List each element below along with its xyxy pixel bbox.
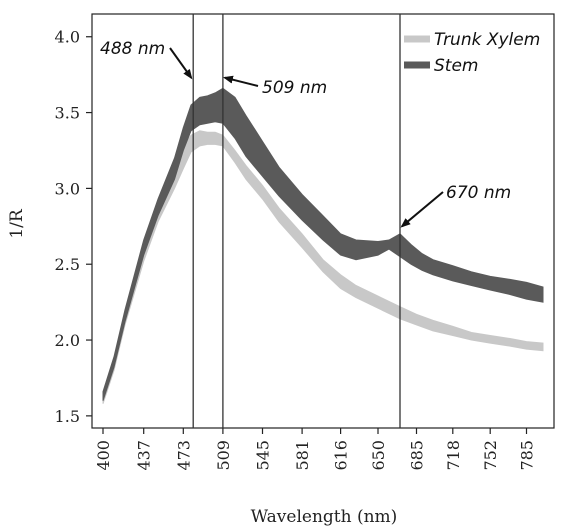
legend-label-stem: Stem: [434, 56, 478, 76]
annotation-arrow-670nm: [400, 191, 444, 228]
y-tick-label: 2.0: [55, 331, 80, 350]
x-tick-label: 437: [135, 440, 154, 471]
x-tick-label: 718: [444, 440, 463, 471]
y-axis-title: 1/R: [7, 208, 27, 239]
x-axis-title: Wavelength (nm): [251, 507, 398, 527]
x-tick-label: 545: [254, 440, 273, 471]
y-tick-label: 3.0: [55, 179, 80, 198]
y-axis: 1.5 2.0 2.5 3.0 3.5 4.0: [55, 28, 92, 426]
legend: Trunk Xylem Stem: [404, 30, 540, 76]
x-tick-label: 785: [518, 440, 537, 471]
y-tick-label: 4.0: [55, 28, 80, 47]
annotation-509nm: 509 nm: [262, 78, 327, 98]
annotation-488nm: 488 nm: [100, 39, 165, 59]
x-tick-label: 581: [293, 440, 312, 471]
legend-label-trunk-xylem: Trunk Xylem: [434, 30, 540, 50]
x-tick-label: 509: [214, 440, 233, 471]
x-tick-label: 616: [332, 440, 351, 471]
reference-lines: [192, 14, 401, 428]
series-band-trunk-xylem: [102, 130, 544, 404]
y-tick-label: 3.5: [55, 104, 80, 123]
annotations: 488 nm 509 nm 670 nm: [100, 39, 511, 228]
annotation-arrow-488nm: [169, 47, 193, 80]
x-tick-label: 685: [408, 440, 427, 471]
x-tick-label: 752: [481, 440, 500, 471]
y-tick-label: 1.5: [55, 407, 80, 426]
y-tick-label: 2.5: [55, 255, 80, 274]
x-tick-label: 400: [94, 440, 113, 471]
x-axis: 400 437 473 509 545 581 616 650 685 718 752 785: [94, 428, 537, 471]
plot-frame: [91, 13, 555, 429]
series-layer: [102, 87, 544, 404]
annotation-670nm: 670 nm: [446, 183, 511, 203]
x-tick-label: 650: [369, 440, 388, 471]
annotation-arrow-509nm: [222, 75, 259, 87]
x-tick-label: 473: [174, 440, 193, 471]
series-band-stem: [102, 87, 544, 401]
